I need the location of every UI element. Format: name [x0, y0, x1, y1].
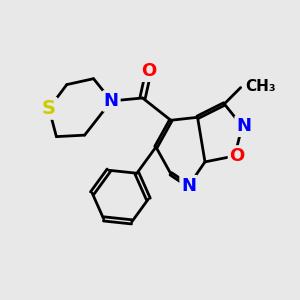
Text: CH₃: CH₃ [245, 79, 276, 94]
Text: N: N [236, 117, 251, 135]
Text: O: O [141, 62, 156, 80]
Text: N: N [104, 92, 119, 110]
Text: S: S [42, 99, 56, 118]
Text: O: O [230, 147, 245, 165]
Text: N: N [181, 177, 196, 195]
